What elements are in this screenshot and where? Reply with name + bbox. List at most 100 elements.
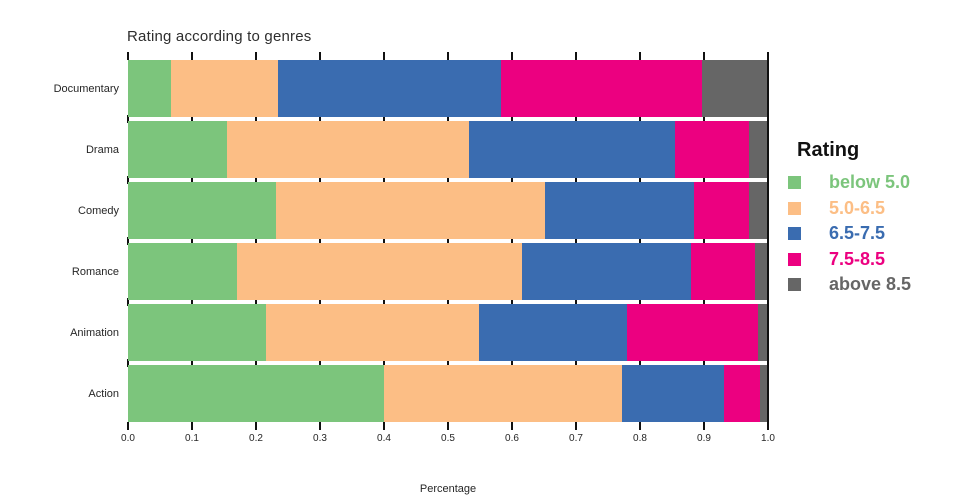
axis-tick — [447, 52, 449, 60]
axis-tick — [191, 176, 193, 184]
legend-label: above 8.5 — [829, 274, 912, 295]
axis-tick — [447, 237, 449, 245]
axis-tick — [255, 115, 257, 123]
y-axis-label-comedy: Comedy — [78, 204, 119, 217]
axis-tick — [703, 237, 705, 245]
legend-swatch-icon — [788, 201, 801, 215]
axis-tick — [639, 422, 641, 430]
axis-tick — [511, 422, 513, 430]
bar-segment-6.5-7.5 — [522, 243, 691, 300]
axis-tick — [511, 52, 513, 60]
x-axis-title: Percentage — [419, 483, 477, 495]
axis-tick — [319, 298, 321, 306]
bar-segment-6.5-7.5 — [469, 121, 676, 178]
axis-tick — [639, 237, 641, 245]
axis-tick — [703, 115, 705, 123]
legend-item-5.0-6.5: 5.0-6.5 — [788, 196, 911, 222]
bar-segment-5.0-6.5 — [266, 304, 480, 361]
axis-tick — [255, 52, 257, 60]
axis-tick — [575, 359, 577, 367]
legend-swatch-icon — [788, 176, 801, 190]
bar-segment-5.0-6.5 — [276, 182, 546, 239]
axis-tick — [447, 298, 449, 306]
axis-tick — [639, 359, 641, 367]
axis-tick — [703, 359, 705, 367]
legend: Rating below 5.0 5.0-6.5 6.5-7.5 7.5-8.5 abo… — [788, 139, 911, 298]
axis-tick — [255, 237, 257, 245]
axis-tick — [255, 298, 257, 306]
legend-item-above-8.5: above 8.5 — [788, 272, 911, 298]
axis-tick — [511, 298, 513, 306]
axis-tick — [319, 115, 321, 123]
x-axis-tick-label: 0.5 — [441, 433, 455, 444]
axis-tick — [511, 115, 513, 123]
bar-segment-7.5-8.5 — [690, 243, 755, 300]
axis-tick — [127, 52, 129, 60]
bar-segment-above-8.5 — [759, 365, 768, 422]
axis-tick — [575, 422, 577, 430]
axis-tick — [703, 176, 705, 184]
axis-tick — [639, 298, 641, 306]
axis-tick — [575, 52, 577, 60]
legend-label: 7.5-8.5 — [829, 248, 886, 269]
axis-tick — [703, 298, 705, 306]
x-axis-tick-label: 1.0 — [761, 433, 775, 444]
axis-tick — [639, 176, 641, 184]
axis-tick — [191, 115, 193, 123]
axis-tick — [639, 115, 641, 123]
bar-row-romance — [128, 243, 768, 300]
bar-row-animation — [128, 304, 768, 361]
bar-segment-6.5-7.5 — [479, 304, 627, 361]
bar-segment-above-8.5 — [702, 60, 768, 117]
bar-segment-6.5-7.5 — [278, 60, 502, 117]
bar-segment-below-5.0 — [128, 365, 384, 422]
axis-tick — [383, 52, 385, 60]
axis-tick — [383, 115, 385, 123]
axis-tick — [383, 237, 385, 245]
x-axis-tick-label: 0.7 — [569, 433, 583, 444]
bar-segment-below-5.0 — [128, 304, 267, 361]
axis-tick — [447, 359, 449, 367]
x-axis-tick-label: 0.8 — [633, 433, 647, 444]
legend-title: Rating — [797, 139, 860, 161]
axis-tick — [319, 359, 321, 367]
axis-tick — [127, 237, 129, 245]
legend-swatch-icon — [788, 227, 801, 241]
axis-tick — [447, 115, 449, 123]
y-axis-label-action: Action — [88, 387, 119, 400]
axis-tick — [127, 422, 129, 430]
axis-tick — [447, 422, 449, 430]
legend-swatch-icon — [788, 252, 801, 266]
axis-tick — [703, 422, 705, 430]
bar-segment-7.5-8.5 — [675, 121, 749, 178]
bar-segment-7.5-8.5 — [694, 182, 749, 239]
x-axis-tick-label: 0.4 — [377, 433, 391, 444]
legend-items: below 5.0 5.0-6.5 6.5-7.5 7.5-8.5 above 8.5 — [788, 170, 911, 298]
axis-tick — [511, 359, 513, 367]
axis-tick — [255, 422, 257, 430]
axis-tick — [383, 298, 385, 306]
axis-tick — [191, 52, 193, 60]
axis-tick — [191, 422, 193, 430]
legend-item-below-5.0: below 5.0 — [788, 170, 911, 196]
axis-tick — [191, 237, 193, 245]
axis-tick — [191, 359, 193, 367]
bar-segment-above-8.5 — [748, 182, 768, 239]
chart-title: Rating according to genres — [127, 28, 312, 45]
y-axis-label-drama: Drama — [85, 143, 119, 156]
legend-label: below 5.0 — [829, 172, 911, 193]
bar-row-drama — [128, 121, 768, 178]
legend-item-7.5-8.5: 7.5-8.5 — [788, 247, 911, 273]
x-axis-tick-label: 0.1 — [185, 433, 199, 444]
axis-tick — [383, 176, 385, 184]
bar-row-action — [128, 365, 768, 422]
right-axis-spine — [767, 52, 769, 430]
axis-tick — [575, 237, 577, 245]
axis-tick — [255, 176, 257, 184]
bar-segment-above-8.5 — [754, 243, 768, 300]
bar-segment-6.5-7.5 — [622, 365, 724, 422]
x-axis-tick-label: 0.6 — [505, 433, 519, 444]
x-axis-tick-label: 0.0 — [121, 433, 135, 444]
y-axis-label-documentary: Documentary — [53, 82, 119, 95]
